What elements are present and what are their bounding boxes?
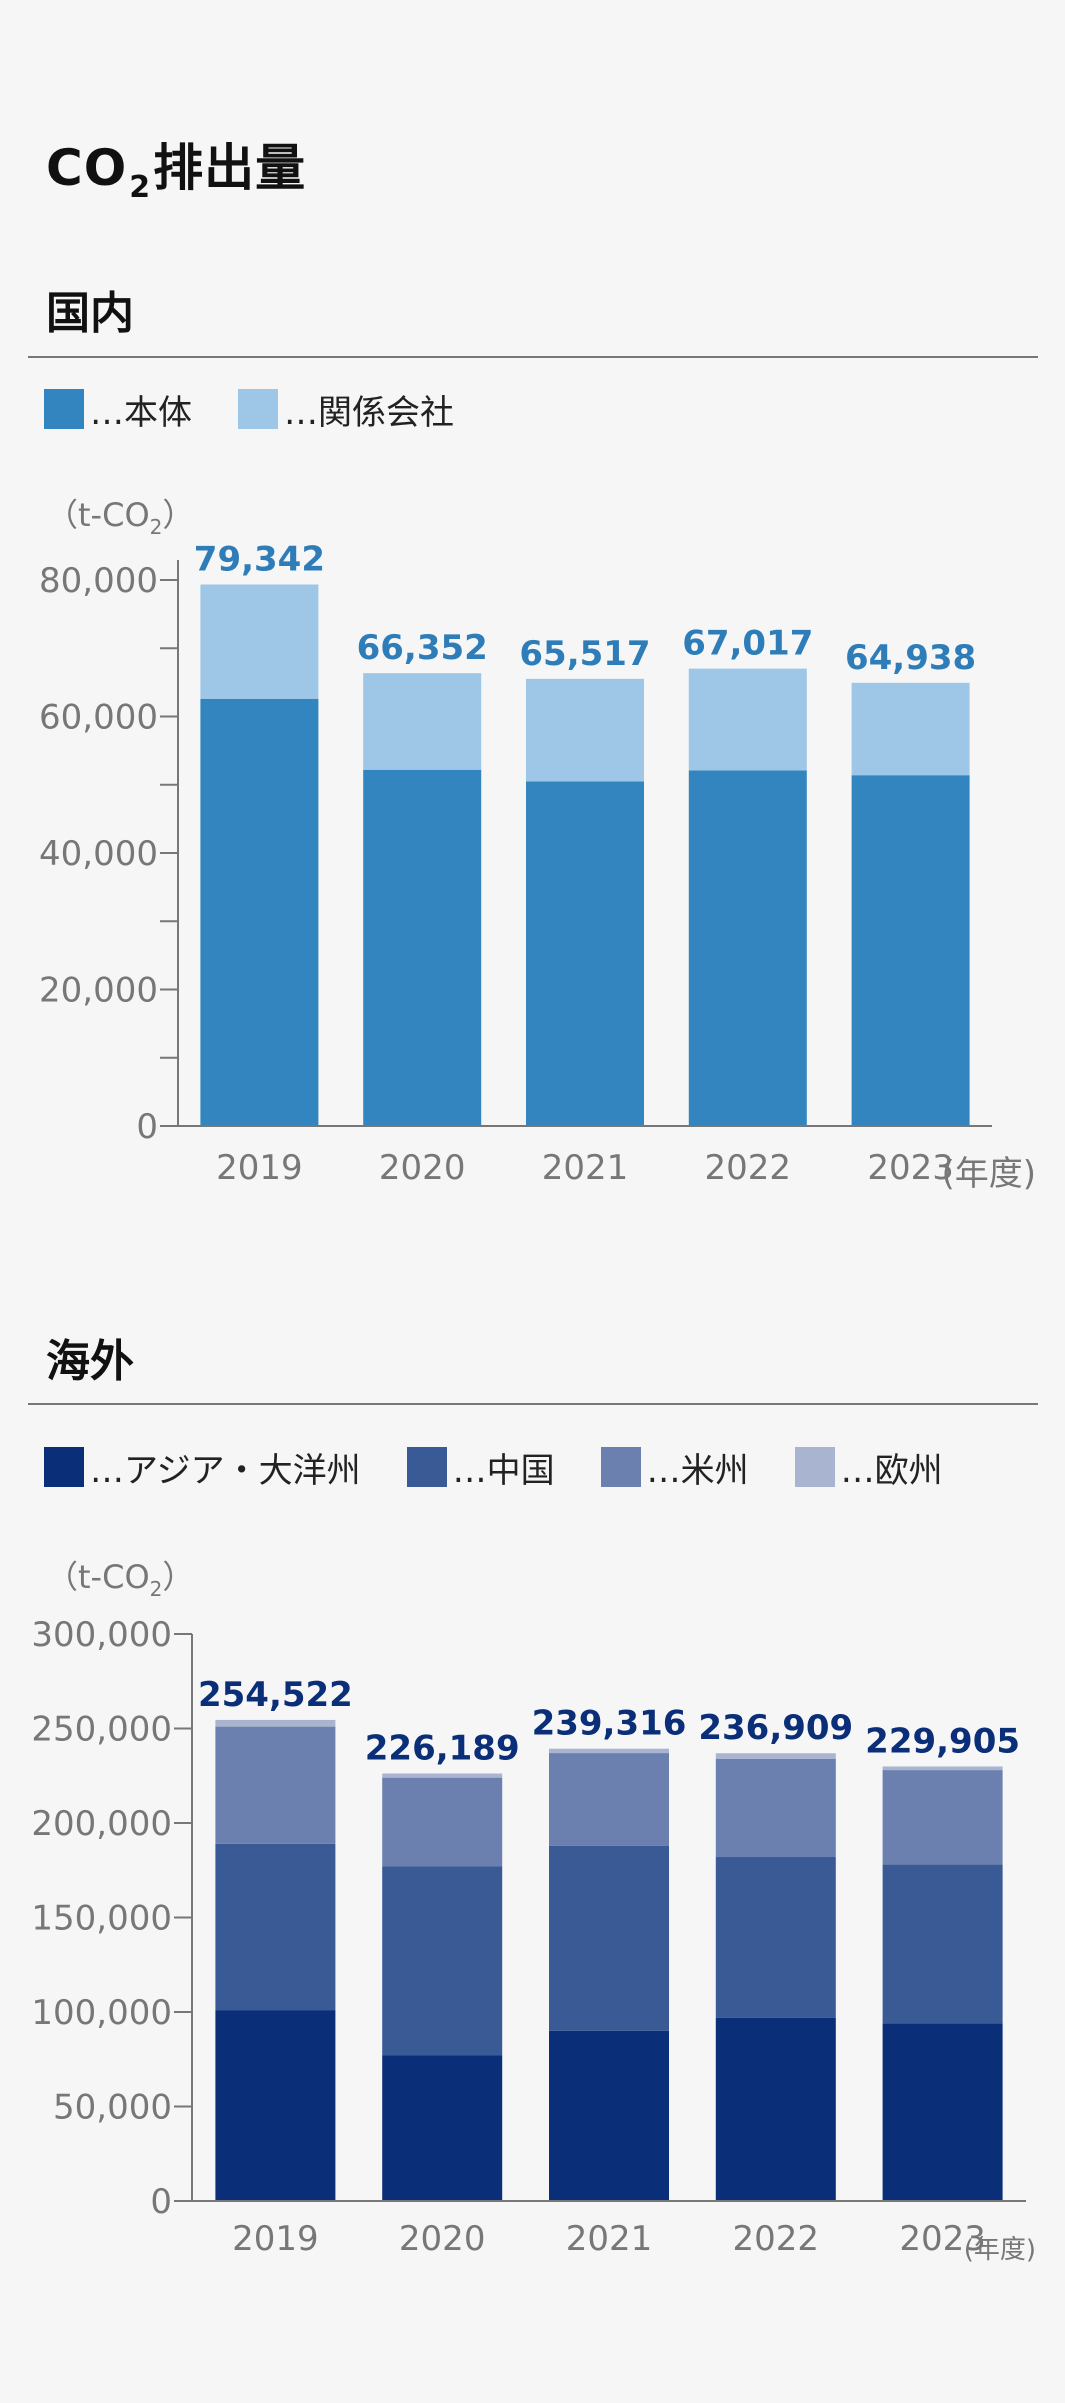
legend-label-honntai: …本体 — [90, 392, 192, 433]
total-label-2022: 67,017 — [682, 624, 813, 664]
legend-label-europe: …欧州 — [840, 1450, 943, 1491]
bar-2020-series-1 — [363, 673, 482, 770]
y-tick-label-50000: 50,000 — [53, 2088, 172, 2128]
x-tick-label-2023: 2023 — [899, 2219, 986, 2259]
total-label-2019: 254,522 — [198, 1675, 353, 1715]
overseas-chart: （t-CO2） 254,522 2019 226,189 2020 239,316 2021… — [31, 1558, 1036, 2265]
page-title-suffix: 排出量 — [153, 139, 307, 197]
y-tick-label-150000: 150,000 — [31, 1899, 172, 1939]
bar-2021-series-0 — [549, 2030, 669, 2201]
y-tick-label-0: 0 — [136, 1107, 158, 1147]
bar-2021-series-0 — [526, 781, 644, 1126]
legend-item-honntai: …本体 — [44, 385, 192, 434]
bar-2019-series-2 — [215, 1726, 336, 1844]
legend-swatch-americas — [600, 1447, 641, 1487]
x-tick-label-2020: 2020 — [399, 2219, 486, 2259]
y-tick-label-60000: 60,000 — [39, 698, 158, 738]
legend-label-americas: …米州 — [646, 1450, 749, 1491]
bar-2021-series-1 — [526, 678, 644, 782]
y-tick-label-20000: 20,000 — [39, 971, 158, 1011]
total-label-2021: 65,517 — [519, 634, 650, 674]
y-tick-label-200000: 200,000 — [31, 1804, 172, 1844]
bar-2023-series-0 — [851, 775, 970, 1126]
domestic-heading: 国内 — [46, 288, 134, 339]
bar-2020-series-3 — [382, 1773, 503, 1778]
bar-2022-series-0 — [715, 2017, 836, 2201]
x-tick-label-2022: 2022 — [733, 2219, 820, 2259]
total-label-2022: 236,909 — [698, 1708, 853, 1748]
bar-2022-series-1 — [715, 1857, 836, 2018]
y-tick-label-250000: 250,000 — [31, 1710, 172, 1750]
x-tick-label-2019: 2019 — [216, 1148, 303, 1188]
legend-label-asia-oceania: …アジア・大洋州 — [90, 1450, 361, 1491]
overseas-heading: 海外 — [46, 1336, 134, 1387]
y-tick-label-100000: 100,000 — [31, 1993, 172, 2033]
domestic-legend: …本体 …関係会社 — [44, 389, 500, 433]
legend-swatch-honntai — [44, 389, 84, 429]
legend-label-affiliates: …関係会社 — [284, 392, 454, 433]
legend-swatch-china — [406, 1447, 447, 1487]
bar-2020-series-0 — [363, 769, 482, 1126]
total-label-2021: 239,316 — [532, 1704, 687, 1744]
legend-item-europe: …欧州 — [794, 1443, 943, 1492]
x-tick-label-2020: 2020 — [379, 1148, 466, 1188]
bar-2022-series-3 — [715, 1753, 836, 1759]
bar-2019-series-0 — [200, 698, 319, 1126]
y-tick-label-80000: 80,000 — [39, 561, 158, 601]
bar-2019-series-3 — [215, 1719, 336, 1727]
bar-2023-series-1 — [851, 682, 970, 776]
overseas-legend: …アジア・大洋州 …中国 …米州 …欧州 — [44, 1447, 989, 1491]
legend-item-americas: …米州 — [600, 1443, 749, 1492]
x-tick-label-2019: 2019 — [232, 2219, 319, 2259]
bar-2020-series-2 — [382, 1777, 503, 1867]
x-tick-label-2023: 2023 — [867, 1148, 954, 1188]
y-tick-label-300000: 300,000 — [31, 1615, 172, 1655]
x-unit-label: (年度) — [941, 1154, 1036, 1194]
legend-item-china: …中国 — [406, 1443, 555, 1492]
total-label-2019: 79,342 — [194, 539, 325, 579]
bar-2020-series-1 — [382, 1866, 503, 2056]
bar-2021-series-3 — [549, 1748, 669, 1754]
bar-2022-series-2 — [715, 1758, 836, 1858]
total-label-2020: 66,352 — [357, 628, 488, 668]
bar-2019-series-1 — [200, 584, 319, 699]
bar-2023-series-1 — [882, 1864, 1003, 2024]
domestic-divider — [28, 356, 1038, 358]
bar-2020-series-0 — [382, 2055, 503, 2201]
legend-swatch-europe — [794, 1447, 835, 1487]
bar-2022-series-1 — [688, 668, 807, 771]
y-tick-label-40000: 40,000 — [39, 834, 158, 874]
page-title-prefix: CO — [46, 139, 128, 197]
y-unit-label: （t-CO2） — [46, 1558, 194, 1601]
legend-item-asia-oceania: …アジア・大洋州 — [44, 1443, 361, 1492]
x-tick-label-2022: 2022 — [705, 1148, 792, 1188]
legend-item-affiliates: …関係会社 — [238, 385, 454, 434]
total-label-2023: 64,938 — [845, 638, 976, 678]
bar-2023-series-0 — [882, 2023, 1003, 2201]
bar-2019-series-1 — [215, 1843, 336, 2011]
bar-2022-series-0 — [688, 770, 807, 1126]
x-unit-label: (年度) — [964, 2235, 1036, 2265]
x-tick-label-2021: 2021 — [542, 1148, 629, 1188]
total-label-2023: 229,905 — [865, 1721, 1020, 1761]
legend-label-china: …中国 — [452, 1450, 555, 1491]
page-title-subscript: 2 — [129, 170, 152, 205]
bar-2019-series-0 — [215, 2010, 336, 2201]
legend-swatch-affiliates — [238, 389, 278, 429]
total-label-2020: 226,189 — [365, 1729, 520, 1769]
bar-2021-series-1 — [549, 1845, 669, 2031]
bar-2023-series-3 — [882, 1766, 1003, 1771]
overseas-divider — [28, 1403, 1038, 1405]
bar-2021-series-2 — [549, 1753, 669, 1846]
domestic-chart: （t-CO2）79,342 2019 66,352 2020 65,517 2021 67,… — [39, 496, 1036, 1194]
y-tick-label-0: 0 — [150, 2182, 172, 2222]
legend-swatch-asia-oceania — [44, 1447, 84, 1487]
y-unit-label: （t-CO2） — [46, 496, 194, 539]
x-tick-label-2021: 2021 — [566, 2219, 653, 2259]
bar-2023-series-2 — [882, 1770, 1003, 1865]
page-title: CO2排出量 — [46, 128, 307, 205]
